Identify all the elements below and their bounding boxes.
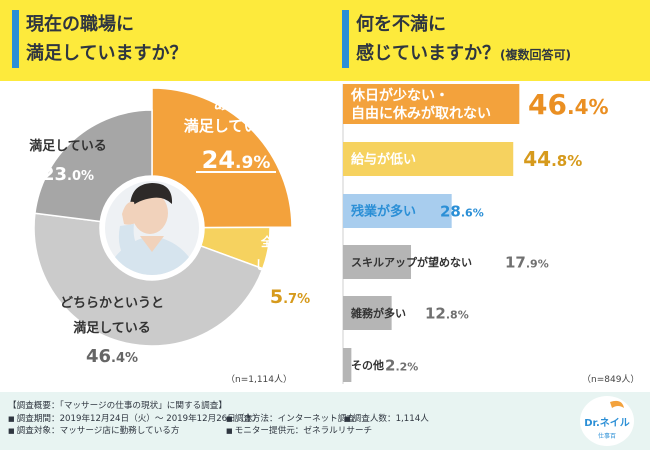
left-title-line2: 満足していますか？ — [26, 43, 188, 64]
logo-text: Dr.ネイル — [584, 417, 630, 429]
bullet: ■ — [344, 414, 351, 423]
bar-label: 休日が少ない・ — [350, 87, 449, 104]
left-title-line1: 現在の職場に — [26, 14, 134, 35]
survey-count: 調査人数：1,114人 — [352, 413, 429, 424]
bar-label: 給与が低い — [351, 152, 416, 168]
bar-value: 46.4% — [528, 88, 609, 121]
bar-value: 44.8% — [523, 147, 582, 171]
bar-value: 2.2% — [385, 356, 418, 374]
logo-mark: Dr.ネイル 仕事百 — [584, 400, 630, 440]
bullet: ■ — [226, 414, 233, 423]
survey-period: 調査期間：2019年12月24日（火）～ 2019年12月26日（木） — [16, 413, 262, 424]
brand-logo: Dr.ネイル 仕事百 — [580, 396, 634, 446]
bullet: ■ — [8, 414, 15, 423]
bar-n-label: （n=849人） — [582, 375, 640, 385]
survey-provider: モニター提供元：ゼネラルリサーチ — [234, 426, 373, 436]
survey-target: 調査対象：マッサージ店に勤務している方 — [16, 426, 180, 436]
header-band: 現在の職場に 満足していますか？ 何を不満に 感じていますか？(複数回答可) — [0, 0, 650, 81]
bar — [343, 194, 452, 228]
donut-slice-value: 24.9% — [202, 146, 271, 174]
person-photo — [100, 176, 204, 280]
bar — [343, 296, 392, 330]
bullet: ■ — [8, 427, 15, 435]
bar-value: 12.8% — [425, 304, 469, 322]
survey-footer: 【調査概要：「マッサージの仕事の現状」に関する調査】 ■ 調査期間：2019年12… — [0, 392, 650, 450]
bar-label: その他 — [351, 358, 384, 372]
donut-slice-label: 満足している — [73, 320, 151, 336]
bar — [343, 245, 412, 279]
bar-label: 残業が多い — [351, 204, 416, 220]
survey-method: 調査方法：インターネット調査 — [234, 413, 355, 424]
bar-label: 雑務が多い — [350, 306, 406, 320]
donut-slice-label: あまり — [213, 95, 258, 113]
bar-value: 17.9% — [505, 253, 549, 271]
bar — [343, 348, 352, 382]
title-accent-bar — [342, 10, 349, 68]
donut-n-label: （n=1,114人） — [226, 375, 293, 385]
right-title-note: (複数回答可) — [500, 48, 571, 62]
donut-slice-label: どちらかというと — [60, 296, 164, 311]
bar — [343, 84, 520, 124]
survey-title: 【調査概要：「マッサージの仕事の現状」に関する調査】 — [8, 401, 227, 411]
bar-chart: 休日が少ない・自由に休みが取れない 46.4% 給与が低い 44.8% 残業が多い 28.… — [342, 84, 609, 384]
donut-slice-label: 満足していない — [184, 117, 289, 135]
bar — [343, 142, 514, 176]
bar-value: 28.6% — [440, 202, 484, 220]
bar-label: スキルアップが望めない — [351, 255, 472, 269]
bullet: ■ — [226, 427, 233, 435]
donut-slice-value: 5.7% — [270, 286, 310, 308]
right-title-line1: 何を不満に — [356, 14, 446, 35]
donut-slice-label: 満足している — [29, 138, 107, 154]
title-accent-bar — [12, 10, 19, 68]
donut-slice-label: 全く満足 — [260, 234, 309, 249]
right-title-line2: 感じていますか？(複数回答可) — [356, 43, 571, 64]
donut-slice-value: 23.0% — [42, 164, 94, 185]
bar-label: 自由に休みが取れない — [351, 105, 491, 122]
donut-slice-label: していない — [255, 258, 315, 272]
donut-slice-value: 46.4% — [86, 346, 138, 367]
logo-subtext: 仕事百 — [598, 432, 616, 440]
donut-chart: あまり満足していない24.9%全く満足していない5.7%どちらかというと満足して… — [29, 87, 315, 367]
